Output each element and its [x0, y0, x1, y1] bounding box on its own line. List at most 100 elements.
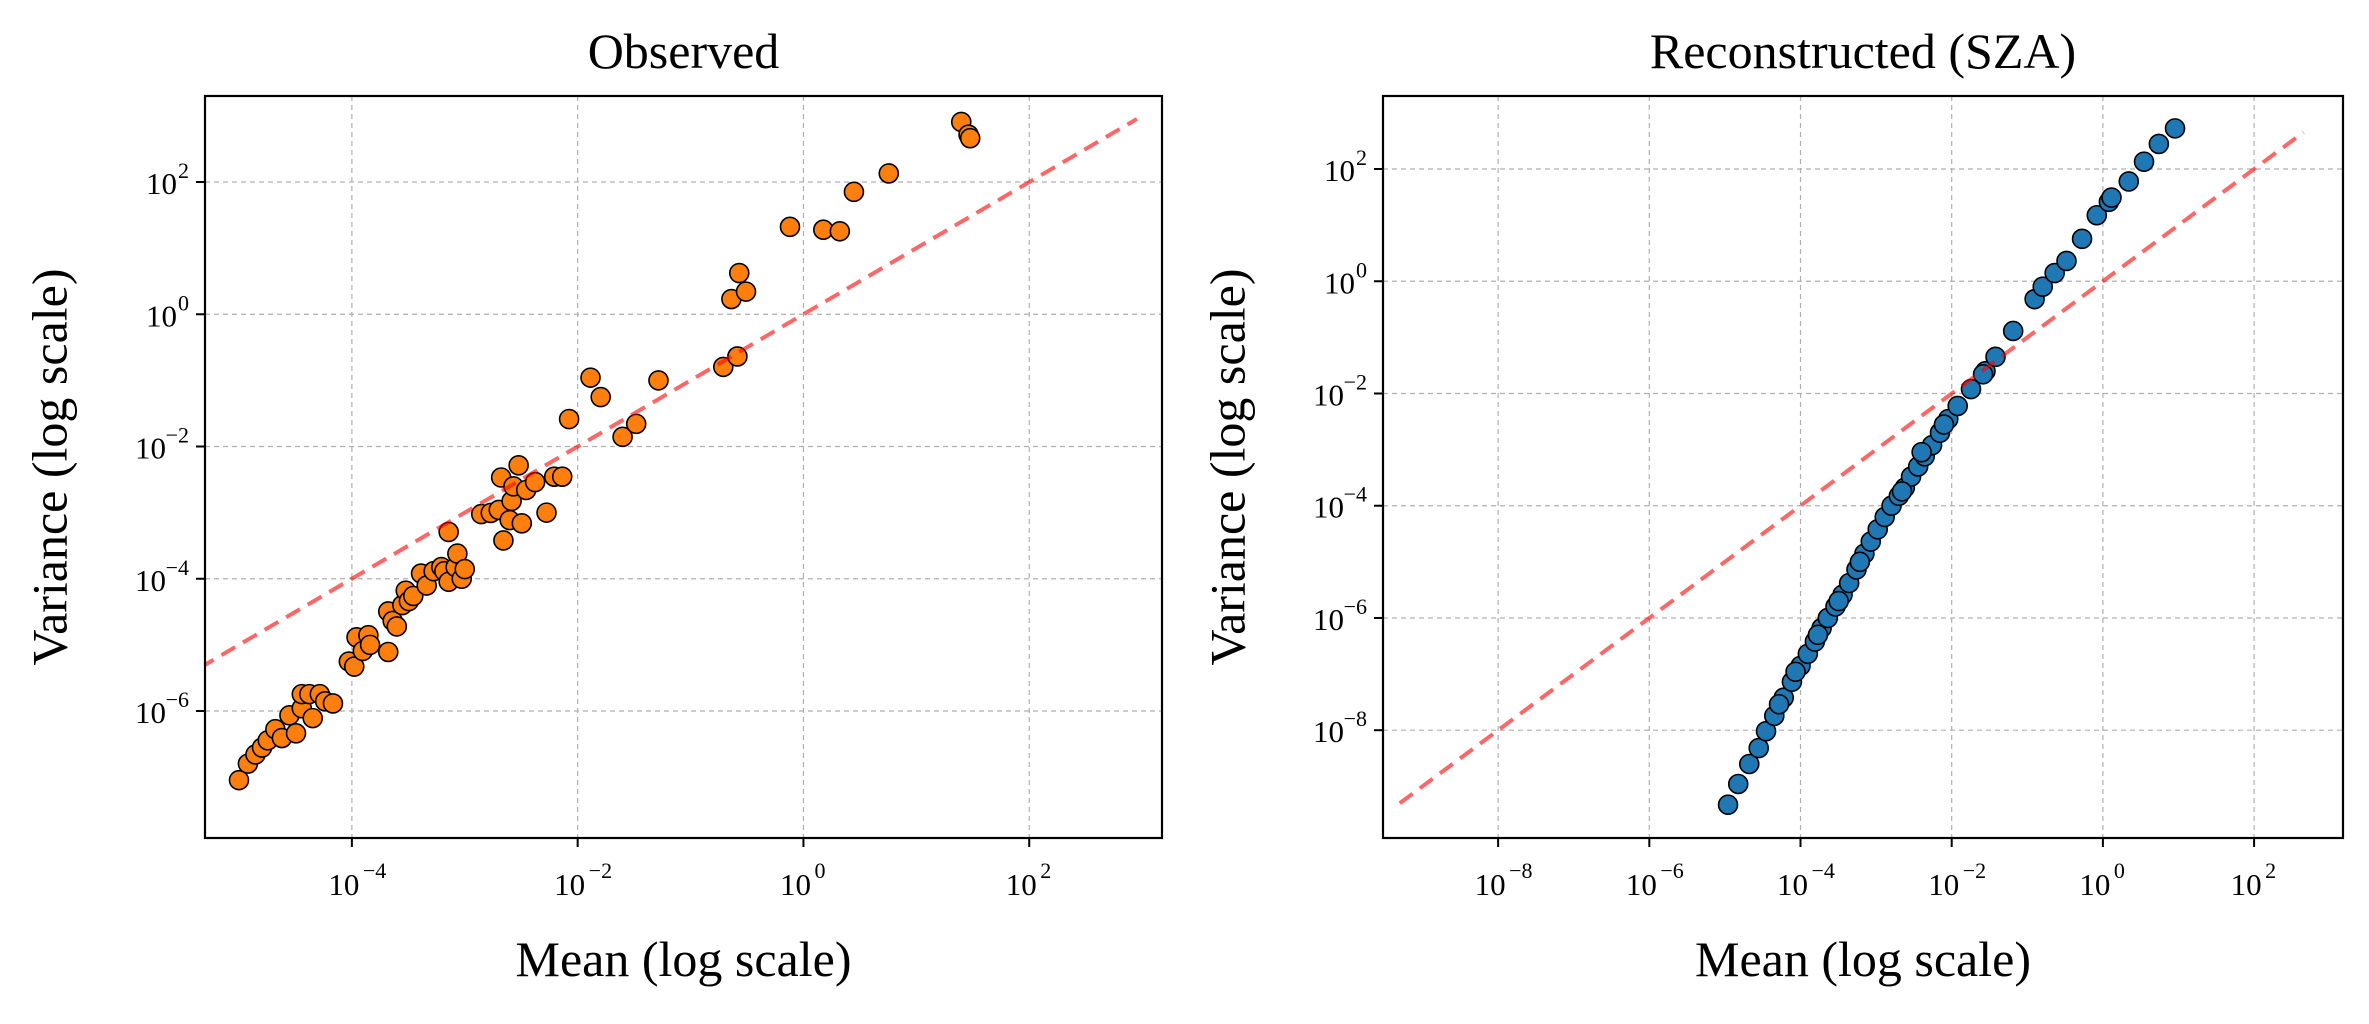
y-tick-label: 10	[1324, 265, 1355, 300]
plot-area	[1398, 118, 2305, 816]
y-tick-label: 10	[1313, 602, 1344, 637]
data-point	[735, 281, 757, 302]
y-tick-exponent: −4	[1344, 482, 1367, 507]
reference-line	[1398, 130, 2305, 805]
data-point	[493, 530, 514, 551]
data-point	[959, 127, 981, 149]
plot-area	[205, 111, 1138, 791]
data-point	[1807, 624, 1829, 646]
data-point	[580, 367, 601, 388]
data-point	[2071, 228, 2093, 250]
data-point	[2118, 171, 2140, 192]
x-axis-label: Mean (log scale)	[516, 931, 852, 987]
data-point	[1911, 441, 1932, 463]
x-tick-label: 10	[2079, 867, 2110, 902]
y-axis-label: Variance (log scale)	[21, 269, 77, 666]
x-tick-exponent: −2	[1963, 858, 1986, 883]
y-tick-exponent: −6	[166, 687, 189, 712]
data-point	[829, 220, 851, 242]
data-point	[1768, 693, 1790, 715]
data-point	[1727, 773, 1749, 795]
y-tick-label: 10	[135, 695, 166, 730]
data-point	[551, 466, 573, 487]
data-point	[1985, 346, 2006, 368]
data-point	[779, 216, 801, 238]
data-point	[359, 634, 381, 656]
x-axis-label: Mean (log scale)	[1695, 931, 2031, 987]
x-tick-label: 10	[1777, 867, 1808, 902]
data-point	[2002, 320, 2024, 342]
x-tick-label: 10	[1626, 867, 1657, 902]
y-tick-exponent: 2	[1356, 145, 1367, 170]
data-point	[1717, 794, 1739, 816]
data-point	[612, 426, 633, 448]
chart-title: Observed	[588, 23, 780, 79]
x-tick-exponent: 0	[2114, 858, 2125, 883]
x-tick-exponent: −8	[1509, 858, 1532, 883]
y-tick-exponent: −8	[1344, 706, 1367, 731]
y-tick-label: 10	[135, 431, 166, 466]
y-tick-label: 10	[1313, 490, 1344, 525]
data-point	[558, 408, 580, 430]
data-point	[386, 616, 408, 637]
data-point	[536, 502, 557, 523]
y-tick-label: 10	[1313, 714, 1344, 749]
data-point	[228, 769, 250, 791]
data-point	[285, 722, 307, 744]
x-tick-label: 10	[1006, 867, 1037, 902]
x-tick-exponent: 0	[814, 858, 825, 883]
data-point	[878, 163, 900, 184]
data-point	[402, 585, 424, 607]
data-point	[1849, 551, 1871, 573]
y-tick-exponent: 0	[1356, 257, 1367, 282]
axes-frame	[203, 94, 1164, 840]
y-tick-label: 10	[1313, 377, 1344, 412]
y-tick-exponent: −6	[1344, 594, 1367, 619]
y-tick-label: 10	[135, 563, 166, 598]
data-point	[625, 413, 647, 435]
data-point	[1748, 737, 1770, 759]
data-point	[2032, 276, 2054, 297]
x-tick-exponent: −4	[1812, 858, 1835, 883]
data-point	[1891, 481, 1913, 502]
y-tick-label: 10	[146, 298, 177, 333]
data-point	[2086, 204, 2108, 226]
data-point	[302, 707, 324, 729]
subplot-1: 10 −4 10 −2 10 0 10 2−610−410−210010210Observed…	[21, 23, 1164, 987]
data-point	[454, 558, 476, 580]
y-tick-exponent: 2	[178, 158, 189, 183]
data-point	[2148, 133, 2170, 155]
data-point	[1785, 661, 1806, 683]
x-tick-label: 10	[328, 867, 359, 902]
x-tick-exponent: −2	[589, 858, 612, 883]
x-tick-label: 10	[554, 867, 585, 902]
x-tick-exponent: 2	[1040, 858, 1051, 883]
data-point	[2164, 118, 2186, 139]
data-point	[508, 454, 529, 476]
data-point	[1947, 395, 1968, 417]
data-point	[343, 656, 365, 677]
chart-title: Reconstructed (SZA)	[1650, 23, 2076, 79]
y-tick-exponent: −2	[166, 423, 189, 448]
axes-frame	[1381, 94, 2345, 840]
y-axis-label: Variance (log scale)	[1199, 269, 1255, 666]
y-tick-exponent: −2	[1344, 369, 1367, 394]
reference-line	[205, 117, 1138, 668]
data-point	[1972, 363, 1994, 385]
y-tick-exponent: 0	[178, 290, 189, 315]
data-point	[511, 512, 533, 534]
x-tick-exponent: 2	[2265, 858, 2276, 883]
data-point	[648, 370, 669, 391]
data-point	[590, 386, 612, 408]
x-tick-label: 10	[2231, 867, 2262, 902]
data-point	[1828, 590, 1849, 612]
data-point	[2133, 151, 2155, 172]
data-point	[1933, 414, 1955, 435]
x-tick-label: 10	[780, 867, 811, 902]
y-tick-label: 10	[146, 166, 177, 201]
x-tick-exponent: −6	[1660, 858, 1683, 883]
y-tick-exponent: −4	[166, 555, 189, 580]
data-point	[843, 181, 865, 203]
